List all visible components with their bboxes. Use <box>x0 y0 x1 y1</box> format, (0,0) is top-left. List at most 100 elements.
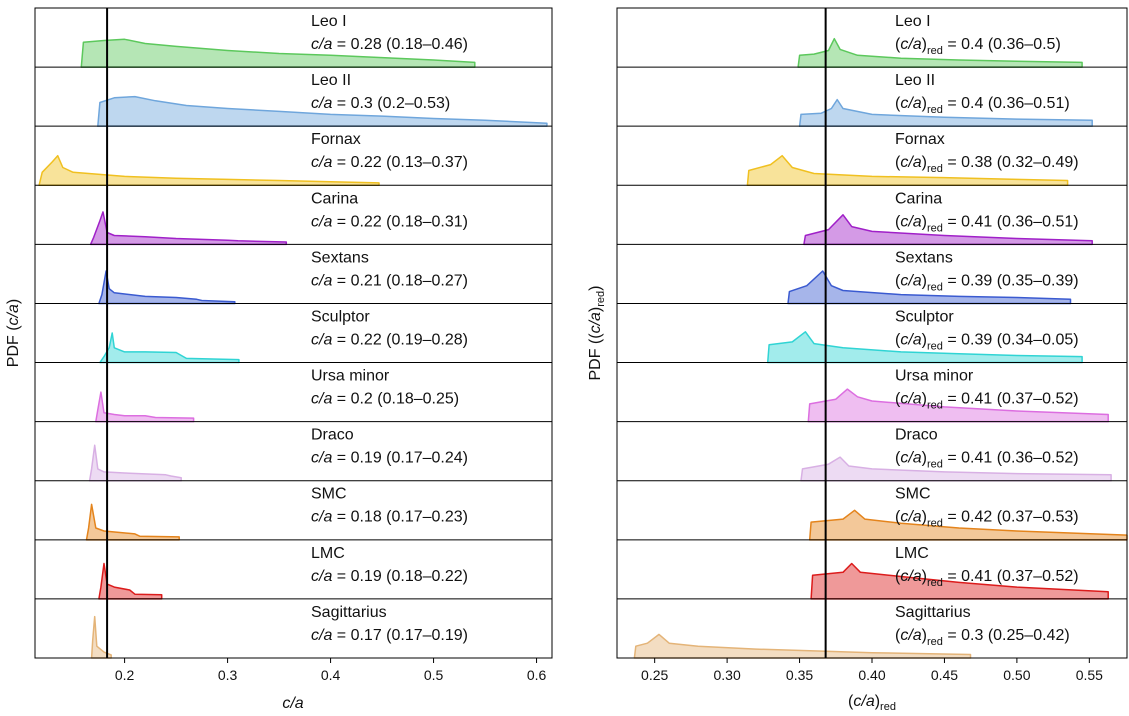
annotation-part: red <box>927 400 943 412</box>
annotation-part: = 0.41 (0.37–0.52) <box>943 391 1079 408</box>
x-tick-label: 0.30 <box>713 667 740 683</box>
x-tick-label: 0.40 <box>858 667 885 683</box>
annotation-part: ) <box>922 154 927 171</box>
annotation-part: c/a <box>311 450 332 467</box>
series-name: LMC <box>895 545 929 562</box>
annotation-part: ) <box>922 391 927 408</box>
annotation-part: = 0.39 (0.34–0.05) <box>943 331 1079 348</box>
annotation-part: = 0.38 (0.32–0.49) <box>943 154 1079 171</box>
annotation-part: red <box>927 459 943 471</box>
annotation-part: c/a <box>900 509 921 526</box>
annotation-part: = 0.39 (0.35–0.39) <box>943 272 1079 289</box>
annotation-part: c/a <box>900 154 921 171</box>
annotation-part: c/a <box>311 154 332 171</box>
annotation: c/a = 0.19 (0.17–0.24) <box>311 450 468 467</box>
series-name: Ursa minor <box>895 368 974 385</box>
annotation-part: c/a <box>311 331 332 348</box>
y-axis-label: PDF (c/a) <box>5 299 22 367</box>
annotation: (c/a)red = 0.4 (0.36–0.5) <box>895 36 1061 57</box>
x-tick-label: 0.25 <box>641 667 668 683</box>
annotation-part: ( <box>895 331 901 348</box>
annotation-part: ( <box>895 36 901 53</box>
x-axis-label: c/a <box>282 695 303 712</box>
annotation: (c/a)red = 0.41 (0.36–0.51) <box>895 213 1079 234</box>
annotation-part: c/a <box>900 450 921 467</box>
series-name: Leo I <box>311 13 347 30</box>
label-part: red <box>880 701 896 713</box>
annotation-part: = 0.3 (0.25–0.42) <box>943 627 1070 644</box>
annotation-part: c/a <box>900 272 921 289</box>
annotation: c/a = 0.21 (0.18–0.27) <box>311 272 468 289</box>
series-name: Carina <box>311 190 358 207</box>
density-area <box>633 633 972 659</box>
series-name: LMC <box>311 545 345 562</box>
annotation-part: ( <box>895 154 901 171</box>
annotation-part: = 0.41 (0.37–0.52) <box>943 568 1079 585</box>
density-area <box>38 154 380 187</box>
annotation-part: c/a <box>311 213 332 230</box>
annotation-part: c/a <box>311 627 332 644</box>
annotation-part: red <box>927 518 943 530</box>
annotation: (c/a)red = 0.42 (0.37–0.53) <box>895 509 1079 530</box>
annotation-part: red <box>927 281 943 293</box>
annotation: c/a = 0.18 (0.17–0.23) <box>311 509 468 526</box>
series-name: Sculptor <box>311 308 370 325</box>
annotation: c/a = 0.3 (0.2–0.53) <box>311 95 450 112</box>
annotation-part: red <box>927 340 943 352</box>
annotation-part: ( <box>895 95 901 112</box>
annotation: c/a = 0.2 (0.18–0.25) <box>311 391 459 408</box>
annotation-part: = 0.17 (0.17–0.19) <box>332 627 468 644</box>
annotation-part: c/a <box>311 36 332 53</box>
density-area <box>99 332 240 364</box>
annotation-part: c/a <box>900 95 921 112</box>
density-area <box>80 38 476 68</box>
annotation-part: ( <box>895 627 901 644</box>
series-name: Draco <box>895 427 938 444</box>
annotation-part: = 0.28 (0.18–0.46) <box>332 36 468 53</box>
x-tick-label: 0.35 <box>786 667 813 683</box>
series-name: Sextans <box>311 249 369 266</box>
label-part: c/a <box>587 312 604 333</box>
label-part: red <box>595 291 607 307</box>
series-name: Carina <box>895 190 942 207</box>
annotation-part: ) <box>922 627 927 644</box>
label-part: PDF (( <box>587 333 604 381</box>
x-tick-label: 0.2 <box>115 667 135 683</box>
annotation: c/a = 0.22 (0.19–0.28) <box>311 331 468 348</box>
x-axis-label: (c/a)red <box>848 693 896 713</box>
series-name: Fornax <box>311 131 361 148</box>
series-name: Leo II <box>311 72 351 89</box>
series-name: Sagittarius <box>311 604 387 621</box>
density-area <box>797 37 1083 68</box>
annotation-part: ) <box>922 95 927 112</box>
annotation-part: = 0.22 (0.18–0.31) <box>332 213 468 230</box>
annotation-part: = 0.4 (0.36–0.5) <box>943 36 1061 53</box>
annotation-part: = 0.22 (0.19–0.28) <box>332 331 468 348</box>
x-tick-label: 0.3 <box>218 667 238 683</box>
series-name: Sculptor <box>895 308 954 325</box>
x-tick-label: 0.55 <box>1076 667 1103 683</box>
annotation-part: = 0.19 (0.17–0.24) <box>332 450 468 467</box>
annotation-part: ) <box>922 509 927 526</box>
annotation-part: ) <box>922 36 927 53</box>
label-part: PDF ( <box>5 325 22 367</box>
annotation-part: red <box>927 163 943 175</box>
plot-frame <box>34 7 553 659</box>
annotation: c/a = 0.22 (0.13–0.37) <box>311 154 468 171</box>
annotation-part: ) <box>922 213 927 230</box>
label-part: ) <box>5 299 22 304</box>
series-name: Leo I <box>895 13 931 30</box>
density-area <box>95 391 195 423</box>
annotation-part: = 0.3 (0.2–0.53) <box>332 95 450 112</box>
annotation: (c/a)red = 0.3 (0.25–0.42) <box>895 627 1070 648</box>
series-name: SMC <box>311 486 347 503</box>
annotation-part: ( <box>895 509 901 526</box>
density-area <box>97 95 548 127</box>
series-name: Draco <box>311 427 354 444</box>
label-part: c/a <box>853 693 874 710</box>
label-part: ) <box>587 285 604 290</box>
annotation-part: = 0.42 (0.37–0.53) <box>943 509 1079 526</box>
label-part: ( <box>848 693 854 710</box>
annotation-part: = 0.22 (0.13–0.37) <box>332 154 468 171</box>
series-name: Sextans <box>895 249 953 266</box>
